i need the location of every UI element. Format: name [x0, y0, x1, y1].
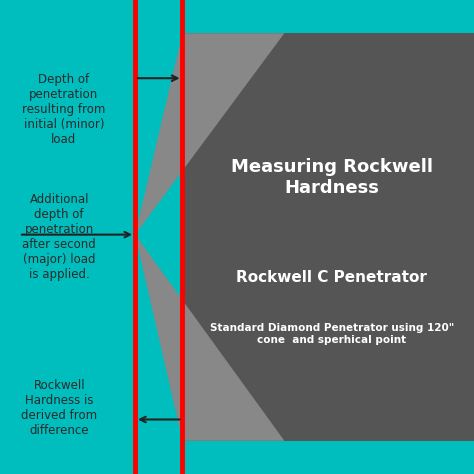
Text: Measuring Rockwell
Hardness: Measuring Rockwell Hardness [231, 158, 433, 197]
Polygon shape [182, 33, 474, 441]
Text: Standard Diamond Penetrator using 120"
cone  and sperhical point: Standard Diamond Penetrator using 120" c… [210, 323, 454, 345]
Text: Rockwell
Hardness is
derived from
difference: Rockwell Hardness is derived from differ… [21, 379, 97, 437]
Polygon shape [135, 235, 284, 441]
Polygon shape [135, 33, 284, 235]
Text: Depth of
penetration
resulting from
initial (minor)
load: Depth of penetration resulting from init… [22, 73, 106, 146]
Text: Rockwell C Penetrator: Rockwell C Penetrator [237, 270, 427, 285]
Text: Additional
depth of
penetration
after second
(major) load
is applied.: Additional depth of penetration after se… [22, 193, 96, 281]
